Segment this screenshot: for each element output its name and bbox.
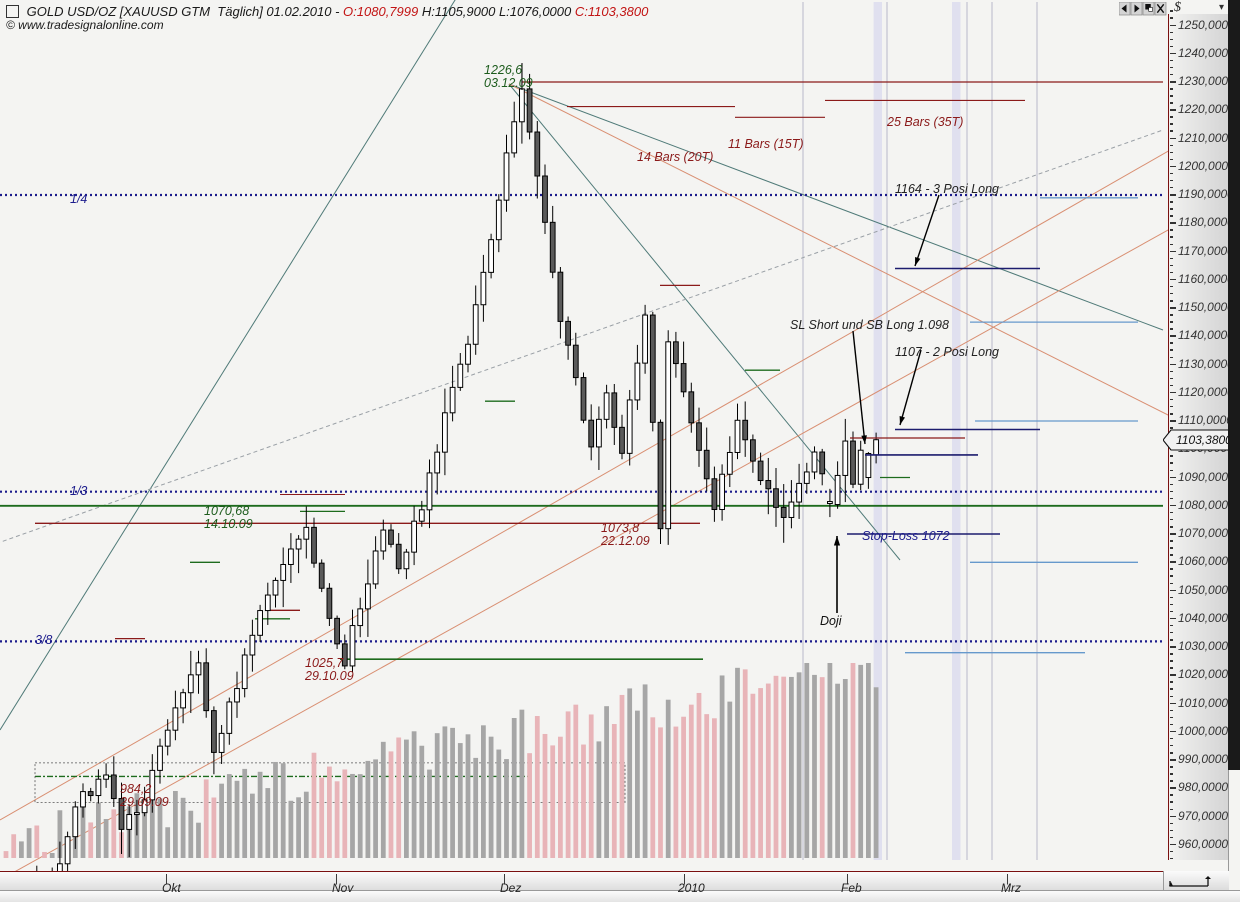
svg-text:1103,3800: 1103,3800 bbox=[1176, 433, 1232, 447]
